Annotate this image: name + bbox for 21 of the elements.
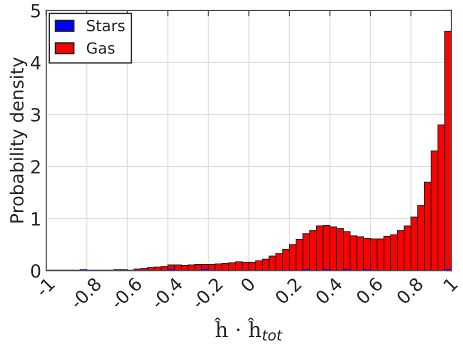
x-tick-label: -0.4 (150, 276, 184, 310)
y-tick-label: 4 (30, 56, 40, 70)
x-tick-label: 0.2 (274, 277, 302, 305)
legend-label: Stars (87, 20, 125, 32)
y-tick-label: 2 (31, 160, 40, 174)
x-tick-label: 1 (442, 277, 458, 292)
x-tick-label: 0.4 (314, 276, 344, 305)
x-axis-title: ĥ · ĥ$_{tot}$ (214, 318, 283, 341)
y-tick-label: 1 (32, 212, 40, 226)
x-tick-label: -0.8 (69, 276, 102, 310)
x-tick-label: -0.2 (190, 277, 224, 310)
x-tick-label: -1 (34, 277, 56, 298)
y-tick-label: 5 (31, 4, 40, 18)
x-tick-label: -0.6 (110, 276, 143, 310)
y-axis-title: Probability density (10, 57, 28, 222)
legend-label: Gas (86, 42, 114, 54)
y-tick-label: 3 (31, 108, 40, 122)
x-tick-label: 0.8 (396, 276, 424, 305)
y-tick-label: 0 (31, 264, 40, 278)
x-tick-label: 0.6 (355, 276, 384, 305)
x-tick-label: 0 (240, 276, 256, 293)
